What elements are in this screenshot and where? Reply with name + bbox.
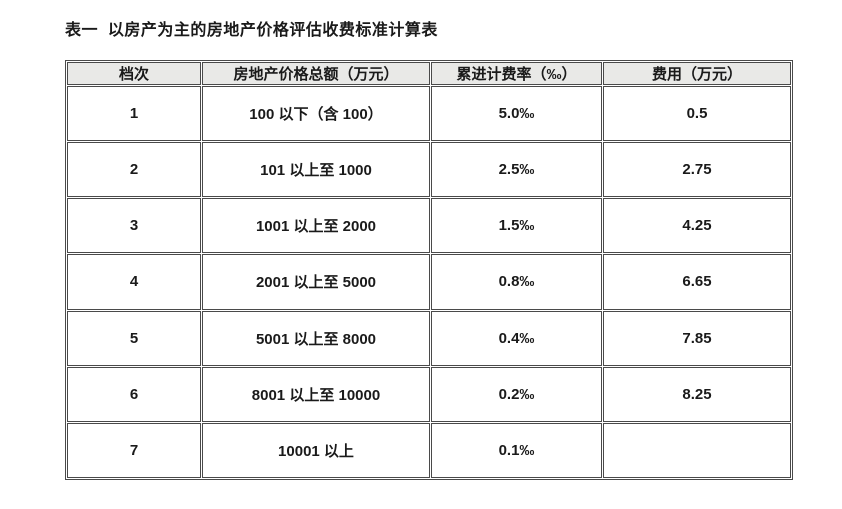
cell-grade: 2 bbox=[67, 142, 201, 198]
table-row: 2 101 以上至 1000 2.5‰ 2.75 bbox=[67, 142, 791, 198]
cell-grade: 3 bbox=[67, 198, 201, 254]
table-row: 1 100 以下（含 100） 5.0‰ 0.5 bbox=[67, 86, 791, 142]
cell-fee: 6.65 bbox=[603, 254, 791, 310]
cell-rate: 0.1‰ bbox=[431, 422, 602, 478]
col-header-grade: 档次 bbox=[67, 62, 201, 85]
header-row: 档次 房地产价格总额（万元） 累进计费率（‰） 费用（万元） bbox=[67, 62, 791, 85]
cell-grade: 1 bbox=[67, 86, 201, 142]
cell-rate: 0.8‰ bbox=[431, 254, 602, 310]
table-row: 4 2001 以上至 5000 0.8‰ 6.65 bbox=[67, 254, 791, 310]
cell-grade: 4 bbox=[67, 254, 201, 310]
col-header-fee: 费用（万元） bbox=[603, 62, 791, 85]
cell-grade: 5 bbox=[67, 310, 201, 366]
cell-rate: 2.5‰ bbox=[431, 142, 602, 198]
cell-fee bbox=[603, 422, 791, 478]
cell-range: 2001 以上至 5000 bbox=[202, 254, 430, 310]
cell-rate: 5.0‰ bbox=[431, 86, 602, 142]
table-row: 7 10001 以上 0.1‰ bbox=[67, 422, 791, 478]
cell-rate: 1.5‰ bbox=[431, 198, 602, 254]
table-row: 5 5001 以上至 8000 0.4‰ 7.85 bbox=[67, 310, 791, 366]
table-row: 3 1001 以上至 2000 1.5‰ 4.25 bbox=[67, 198, 791, 254]
cell-fee: 7.85 bbox=[603, 310, 791, 366]
table-row: 6 8001 以上至 10000 0.2‰ 8.25 bbox=[67, 366, 791, 422]
cell-rate: 0.4‰ bbox=[431, 310, 602, 366]
table-title: 表一 以房产为主的房地产价格评估收费标准计算表 bbox=[65, 22, 438, 39]
cell-fee: 4.25 bbox=[603, 198, 791, 254]
cell-fee: 8.25 bbox=[603, 366, 791, 422]
col-header-total-price: 房地产价格总额（万元） bbox=[202, 62, 430, 85]
cell-grade: 7 bbox=[67, 422, 201, 478]
cell-range: 100 以下（含 100） bbox=[202, 86, 430, 142]
cell-fee: 0.5 bbox=[603, 86, 791, 142]
cell-fee: 2.75 bbox=[603, 142, 791, 198]
cell-rate: 0.2‰ bbox=[431, 366, 602, 422]
cell-range: 101 以上至 1000 bbox=[202, 142, 430, 198]
fee-standard-table: 档次 房地产价格总额（万元） 累进计费率（‰） 费用（万元） 1 100 以下（… bbox=[65, 60, 793, 480]
cell-range: 5001 以上至 8000 bbox=[202, 310, 430, 366]
cell-range: 1001 以上至 2000 bbox=[202, 198, 430, 254]
cell-grade: 6 bbox=[67, 366, 201, 422]
cell-range: 10001 以上 bbox=[202, 422, 430, 478]
col-header-rate: 累进计费率（‰） bbox=[431, 62, 602, 85]
cell-range: 8001 以上至 10000 bbox=[202, 366, 430, 422]
